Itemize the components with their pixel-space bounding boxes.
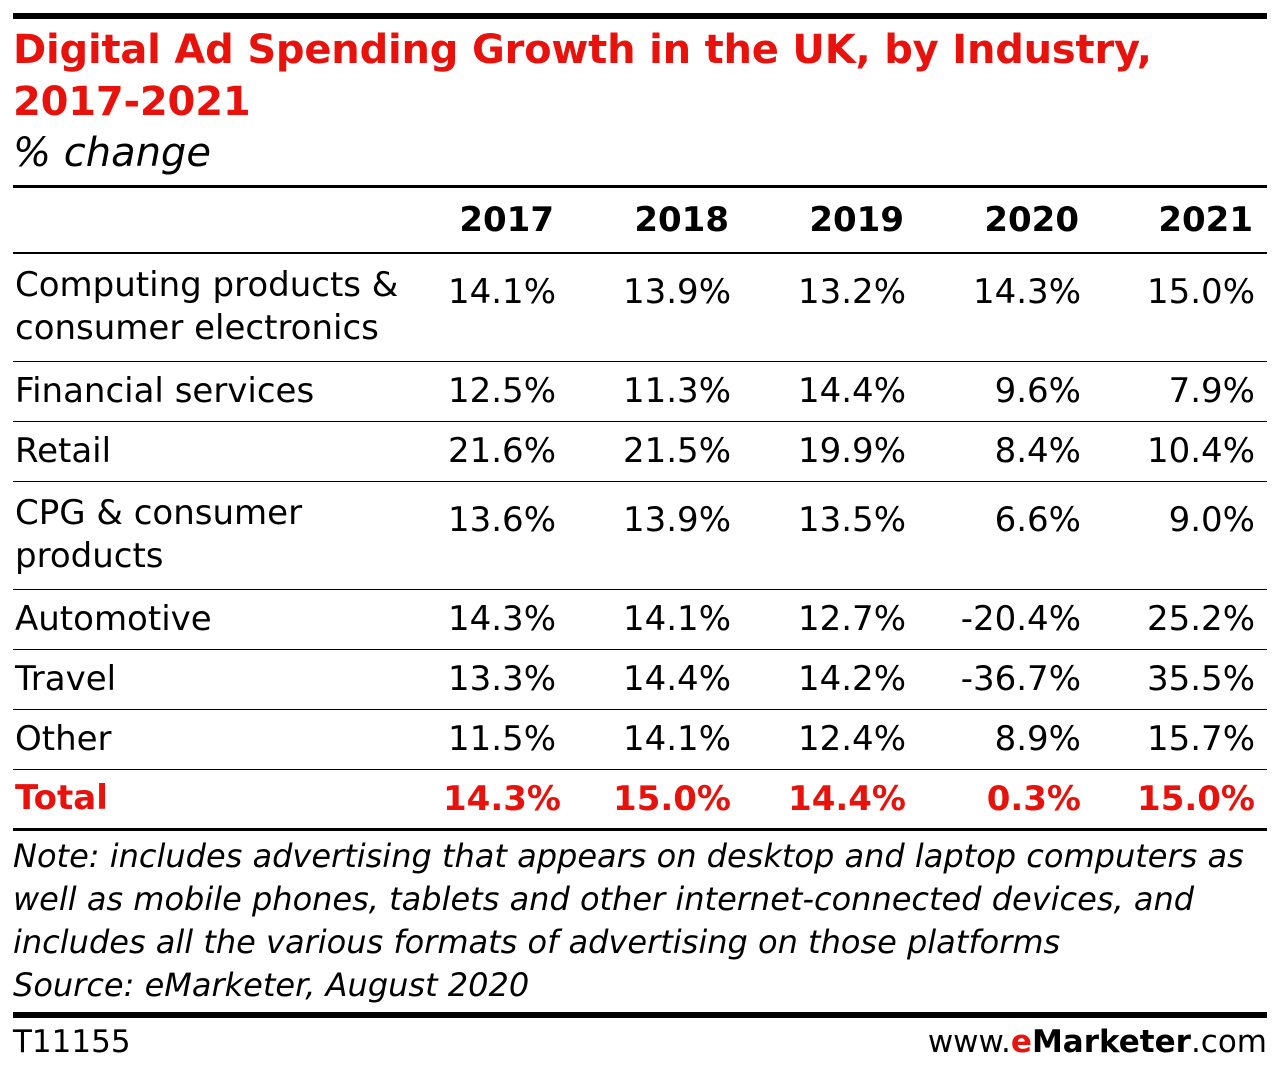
table-row: CPG & consumer products 13.6% 13.9% 13.5… bbox=[13, 481, 1267, 590]
cell-value: 15.7% bbox=[1093, 709, 1267, 770]
cell-value: 13.9% bbox=[568, 253, 743, 362]
cell-value: 14.1% bbox=[568, 709, 743, 770]
cell-value: 9.6% bbox=[918, 361, 1093, 422]
cell-value: 13.2% bbox=[743, 253, 918, 362]
cell-value: -36.7% bbox=[918, 649, 1093, 710]
column-header-2020: 2020 bbox=[918, 188, 1093, 254]
row-label: Computing products & consumer electronic… bbox=[13, 253, 443, 362]
cell-value: 8.4% bbox=[918, 421, 1093, 482]
cell-value: 25.2% bbox=[1093, 589, 1267, 650]
source-text: Source: eMarketer, August 2020 bbox=[13, 966, 530, 1004]
row-label-header bbox=[13, 188, 443, 254]
cell-value: 21.5% bbox=[568, 421, 743, 482]
table-row: Retail 21.6% 21.5% 19.9% 8.4% 10.4% bbox=[13, 421, 1267, 482]
cell-value: 14.1% bbox=[443, 253, 568, 362]
site-prefix: www. bbox=[927, 1024, 1011, 1060]
total-value: 15.0% bbox=[568, 769, 743, 831]
cell-value: 21.6% bbox=[443, 421, 568, 482]
total-value: 0.3% bbox=[918, 769, 1093, 831]
total-value: 14.3% bbox=[443, 769, 568, 831]
total-row: Total 14.3% 15.0% 14.4% 0.3% 15.0% bbox=[13, 769, 1267, 831]
cell-value: 19.9% bbox=[743, 421, 918, 482]
cell-value: 35.5% bbox=[1093, 649, 1267, 710]
cell-value: 14.3% bbox=[443, 589, 568, 650]
cell-value: 13.3% bbox=[443, 649, 568, 710]
note-text: Note: includes advertising that appears … bbox=[13, 837, 1244, 961]
cell-value: 14.4% bbox=[743, 361, 918, 422]
table-row: Financial services 12.5% 11.3% 14.4% 9.6… bbox=[13, 361, 1267, 422]
top-rule bbox=[13, 13, 1267, 19]
brand-e: e bbox=[1010, 1024, 1032, 1060]
column-header-2019: 2019 bbox=[743, 188, 918, 254]
row-label: Retail bbox=[13, 421, 443, 482]
table-row: Travel 13.3% 14.4% 14.2% -36.7% 35.5% bbox=[13, 649, 1267, 710]
cell-value: 9.0% bbox=[1093, 481, 1267, 590]
cell-value: 13.5% bbox=[743, 481, 918, 590]
cell-value: 10.4% bbox=[1093, 421, 1267, 482]
cell-value: -20.4% bbox=[918, 589, 1093, 650]
row-label: Travel bbox=[13, 649, 443, 710]
row-label: Financial services bbox=[13, 361, 443, 422]
note-block: Note: includes advertising that appears … bbox=[13, 835, 1267, 1007]
site-logo: www.eMarketer.com bbox=[928, 1022, 1267, 1062]
total-value: 15.0% bbox=[1093, 769, 1267, 831]
cell-value: 14.3% bbox=[918, 253, 1093, 362]
brand-name: Marketer bbox=[1031, 1024, 1191, 1060]
cell-value: 7.9% bbox=[1093, 361, 1267, 422]
cell-value: 13.9% bbox=[568, 481, 743, 590]
column-header-2018: 2018 bbox=[568, 188, 743, 254]
cell-value: 14.2% bbox=[743, 649, 918, 710]
cell-value: 11.5% bbox=[443, 709, 568, 770]
row-label: CPG & consumer products bbox=[13, 481, 443, 590]
cell-value: 15.0% bbox=[1093, 253, 1267, 362]
site-suffix: .com bbox=[1190, 1024, 1267, 1060]
cell-value: 14.4% bbox=[568, 649, 743, 710]
total-label: Total bbox=[13, 769, 443, 831]
chart-title: Digital Ad Spending Growth in the UK, by… bbox=[13, 27, 1152, 125]
total-value: 14.4% bbox=[743, 769, 918, 831]
row-label: Other bbox=[13, 709, 443, 770]
table-row: Automotive 14.3% 14.1% 12.7% -20.4% 25.2… bbox=[13, 589, 1267, 650]
column-header-2021: 2021 bbox=[1093, 188, 1267, 254]
cell-value: 12.5% bbox=[443, 361, 568, 422]
cell-value: 13.6% bbox=[443, 481, 568, 590]
chart-subtitle: % change bbox=[13, 130, 211, 176]
row-label: Automotive bbox=[13, 589, 443, 650]
header-rule bbox=[13, 185, 1267, 188]
cell-value: 11.3% bbox=[568, 361, 743, 422]
table-row: Other 11.5% 14.1% 12.4% 8.9% 15.7% bbox=[13, 709, 1267, 770]
header-row: 2017 2018 2019 2020 2021 bbox=[13, 188, 1267, 254]
cell-value: 8.9% bbox=[918, 709, 1093, 770]
table-row: Computing products & consumer electronic… bbox=[13, 253, 1267, 362]
chart-id: T11155 bbox=[13, 1024, 131, 1060]
cell-value: 14.1% bbox=[568, 589, 743, 650]
cell-value: 12.7% bbox=[743, 589, 918, 650]
column-header-2017: 2017 bbox=[443, 188, 568, 254]
data-table: 2017 2018 2019 2020 2021 Computing produ… bbox=[13, 188, 1267, 831]
cell-value: 12.4% bbox=[743, 709, 918, 770]
cell-value: 6.6% bbox=[918, 481, 1093, 590]
footer-rule bbox=[13, 1012, 1267, 1018]
